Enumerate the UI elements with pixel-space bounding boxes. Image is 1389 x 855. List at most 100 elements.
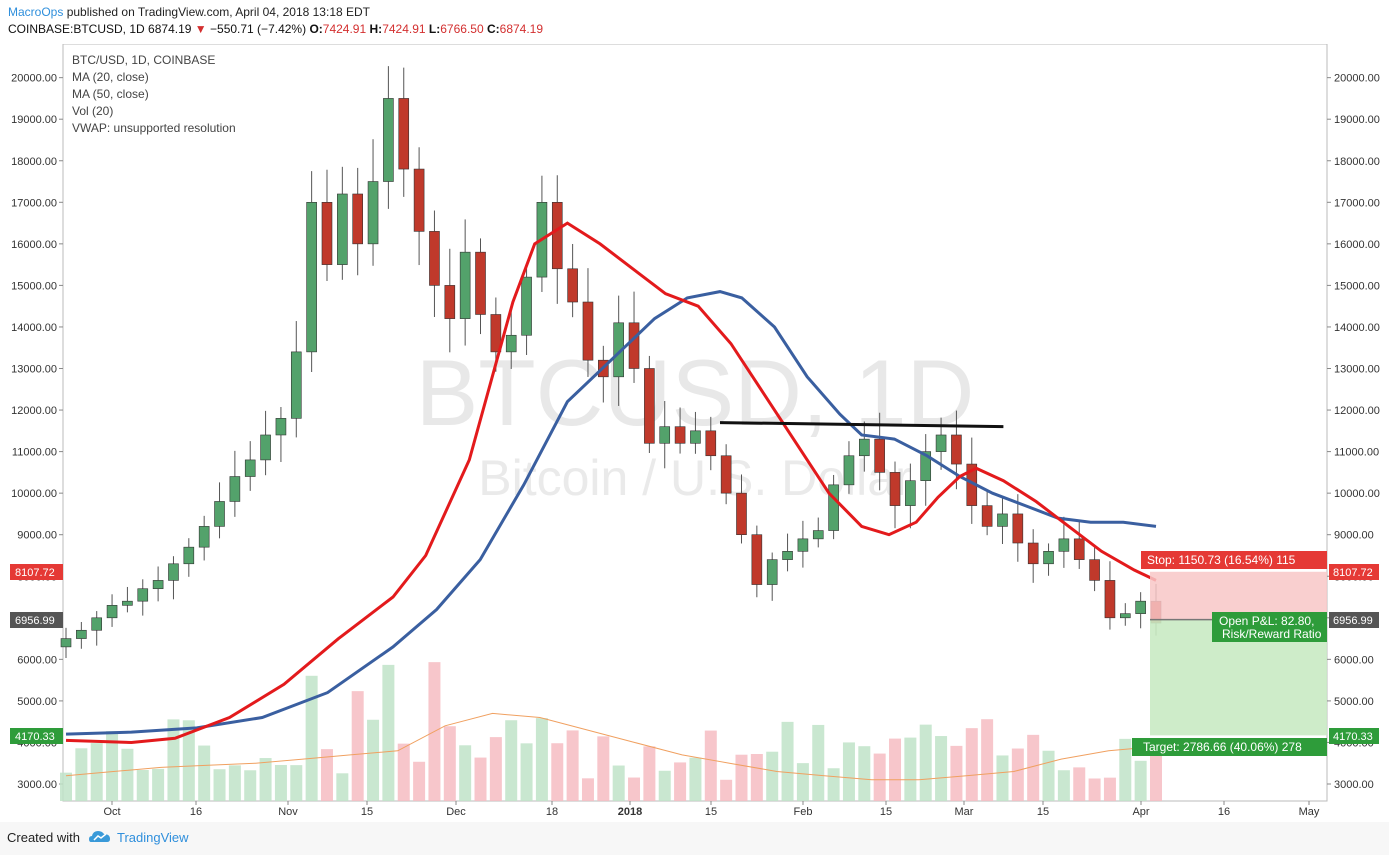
volume-bar xyxy=(259,758,272,801)
ma20-line xyxy=(65,221,1157,745)
candle-body xyxy=(705,430,717,457)
volume-bar xyxy=(643,746,656,801)
candle xyxy=(659,401,671,469)
volume-bar xyxy=(873,753,886,801)
close-value: 6874.19 xyxy=(499,22,544,36)
legend-item-vol[interactable]: Vol (20) xyxy=(72,104,114,118)
x-tick-label: 15 xyxy=(1037,806,1049,818)
candle xyxy=(981,490,993,536)
x-tick-label: Mar xyxy=(955,806,974,818)
author-link[interactable]: MacroOps xyxy=(8,5,64,19)
volume-bar xyxy=(812,724,825,801)
volume-bar xyxy=(720,779,733,801)
position-tool[interactable]: Stop: 1150.73 (16.54%) 115 Open P&L: 82.… xyxy=(1132,551,1327,756)
volume-bar xyxy=(320,749,333,801)
volume-bar xyxy=(1150,755,1162,801)
candle xyxy=(1119,603,1131,626)
tradingview-link[interactable]: TradingView xyxy=(117,830,189,845)
volume-bar xyxy=(274,764,287,801)
candle-body xyxy=(398,98,410,170)
volume-bar xyxy=(182,720,195,801)
candle-body xyxy=(244,459,256,477)
candle-body xyxy=(720,455,732,494)
volume-bar xyxy=(474,757,487,801)
candle xyxy=(1073,521,1085,569)
candle-body xyxy=(1012,513,1024,544)
volume-bar xyxy=(520,743,533,801)
volume-bar xyxy=(305,675,318,801)
y-tick-label-left: 13000.00 xyxy=(11,364,57,376)
y-tick-label-right: 19000.00 xyxy=(1334,114,1380,126)
chart-area[interactable]: BTCUSD, 1D Bitcoin / U.S. Dollar 3000.00… xyxy=(0,43,1389,821)
y-tick-label-left: 15000.00 xyxy=(11,280,57,292)
legend-item-symbol[interactable]: BTC/USD, 1D, COINBASE xyxy=(72,53,216,67)
volume-bar xyxy=(90,743,103,801)
volume-bar xyxy=(336,773,349,801)
y-tick-label-right: 11000.00 xyxy=(1334,447,1379,459)
legend-item-ma20[interactable]: MA (20, close) xyxy=(72,70,149,84)
left-stop-badge xyxy=(10,564,63,580)
candle xyxy=(260,410,271,476)
candle xyxy=(459,219,471,346)
candle xyxy=(1043,543,1054,576)
volume-bar xyxy=(1027,734,1040,801)
volume-bar xyxy=(581,778,594,801)
resistance-line[interactable] xyxy=(719,421,1004,429)
legend-item-ma50[interactable]: MA (50, close) xyxy=(72,87,149,101)
candle xyxy=(198,515,210,561)
candle xyxy=(475,238,486,335)
candle-body xyxy=(91,617,103,631)
low-value: 6766.50 xyxy=(440,22,484,36)
candle-body xyxy=(659,426,671,444)
y-tick-label-right: 12000.00 xyxy=(1334,405,1380,417)
y-tick-label-right: 18000.00 xyxy=(1334,156,1380,168)
right-target-badge xyxy=(1329,728,1379,744)
candle xyxy=(383,66,394,209)
open-value: 7424.91 xyxy=(322,22,367,36)
volume-bar xyxy=(935,736,948,801)
y-tick-label-right: 5000.00 xyxy=(1334,696,1374,708)
x-tick-label: Dec xyxy=(446,806,466,818)
candle xyxy=(551,175,563,304)
candle xyxy=(183,538,195,577)
open-label: O: xyxy=(309,22,323,36)
publish-line: MacroOps published on TradingView.com, A… xyxy=(8,5,370,19)
price-chart[interactable]: BTCUSD, 1D Bitcoin / U.S. Dollar 3000.00… xyxy=(0,43,1389,821)
x-tick-label: 16 xyxy=(190,806,202,818)
candle xyxy=(720,444,732,505)
candle-body xyxy=(429,231,440,286)
x-tick-label: Feb xyxy=(794,806,813,818)
candle-body xyxy=(1073,538,1085,560)
x-axis: Oct 16 Nov 15 Dec 18 2018 15 Feb 15 Mar 15 Apr 16 May xyxy=(103,801,1320,818)
y-tick-label-left: 19000.00 xyxy=(11,114,57,126)
candle xyxy=(444,248,456,353)
candle-body xyxy=(1027,542,1039,565)
candle-body xyxy=(521,276,532,336)
volume-bar xyxy=(919,724,932,801)
candle-body xyxy=(352,193,363,245)
candle xyxy=(306,171,317,372)
candle-body xyxy=(766,559,778,585)
candle-body xyxy=(444,285,456,319)
legend-item-vwap[interactable]: VWAP: unsupported resolution xyxy=(72,121,236,135)
y-tick-label-right: 13000.00 xyxy=(1334,364,1380,376)
candle-body xyxy=(889,472,901,506)
candle xyxy=(76,621,87,649)
right-price-badge xyxy=(1329,612,1379,628)
volume-bar xyxy=(1057,770,1070,801)
candle-body xyxy=(582,301,594,361)
volume-bar xyxy=(597,736,610,801)
last-price: 6874.19 xyxy=(148,22,192,36)
candle xyxy=(644,355,655,453)
candle-body xyxy=(337,193,348,265)
candle xyxy=(1089,545,1100,592)
stop-label: Stop: 1150.73 (16.54%) 115 xyxy=(1147,553,1296,567)
close-label: C: xyxy=(486,22,500,36)
low-label: L: xyxy=(428,22,441,36)
candle-body xyxy=(1104,580,1116,619)
candle xyxy=(137,579,149,616)
candle-body xyxy=(490,314,502,353)
volume-bar xyxy=(551,743,564,801)
candle-body xyxy=(736,492,747,535)
volume-bar xyxy=(1119,738,1132,801)
